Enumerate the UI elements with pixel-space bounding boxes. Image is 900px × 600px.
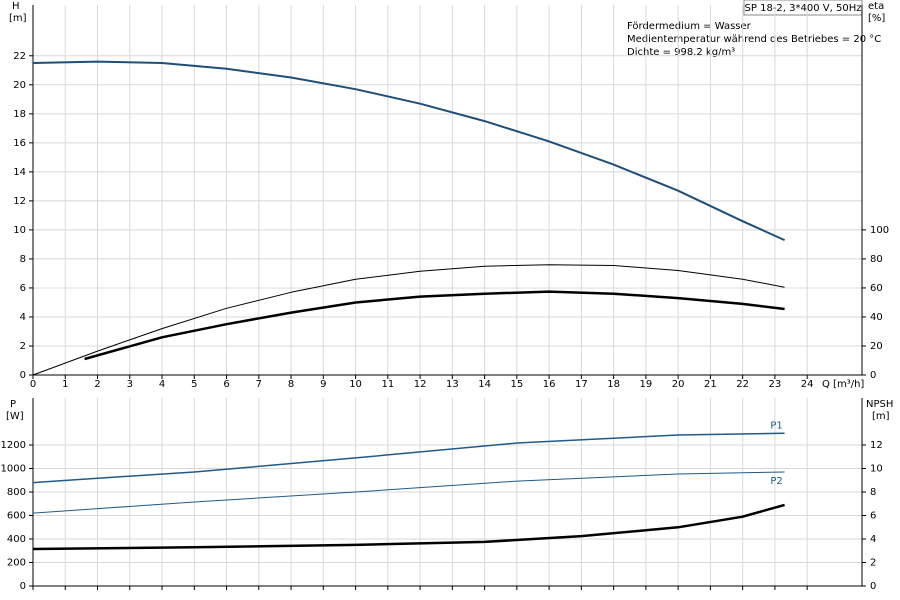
x-tick-label: 10: [349, 379, 362, 390]
x-tick-label: 4: [159, 379, 165, 390]
y-tick-label: 14: [13, 167, 26, 178]
x-tick-label: 16: [543, 379, 556, 390]
y-tick-label: 800: [7, 487, 26, 498]
y2-tick-label: 8: [870, 487, 876, 498]
y-tick-label: 0: [20, 370, 26, 381]
y2-axis-unit: [m]: [872, 411, 890, 422]
x-tick-label: 9: [320, 379, 326, 390]
y-tick-label: 16: [13, 138, 26, 149]
y2-tick-label: 100: [870, 225, 889, 236]
y2-axis-unit: [%]: [868, 13, 885, 24]
x-tick-label: 21: [704, 379, 717, 390]
y-tick-label: 22: [13, 51, 26, 62]
x-tick-label: 7: [256, 379, 262, 390]
y2-tick-label: 2: [870, 558, 876, 569]
x-tick-label: 22: [736, 379, 749, 390]
y-tick-label: 6: [20, 283, 26, 294]
x-tick-label: 20: [672, 379, 685, 390]
y-axis-unit: [m]: [9, 13, 27, 24]
y2-tick-label: 0: [870, 581, 876, 592]
y2-tick-label: 60: [870, 283, 883, 294]
y2-tick-label: 80: [870, 254, 883, 265]
y-tick-label: 8: [20, 254, 26, 265]
chart-title: SP 18-2, 3*400 V, 50Hz: [745, 3, 862, 14]
x-tick-label: 18: [607, 379, 620, 390]
x-axis-label: Q [m³/h]: [822, 379, 864, 390]
x-tick-label: 14: [478, 379, 491, 390]
y2-axis-label: NPSH: [866, 399, 893, 410]
y-axis-label: P: [10, 399, 16, 410]
series-line: [32, 471, 785, 514]
x-tick-label: 8: [288, 379, 294, 390]
x-tick-label: 2: [94, 379, 100, 390]
y-tick-label: 18: [13, 109, 26, 120]
x-tick-label: 11: [381, 379, 394, 390]
series-line: [32, 432, 785, 484]
x-tick-label: 17: [575, 379, 588, 390]
y2-tick-label: 20: [870, 341, 883, 352]
y-tick-label: 12: [13, 196, 26, 207]
y-tick-label: 4: [20, 312, 26, 323]
series-label: P2: [770, 476, 782, 487]
annotation: Fördermedium = Wasser: [627, 21, 752, 32]
y2-tick-label: 4: [870, 534, 876, 545]
y-tick-label: 1000: [1, 464, 26, 475]
y-axis-unit: [W]: [6, 411, 24, 422]
y2-tick-label: 40: [870, 312, 883, 323]
x-tick-label: 5: [191, 379, 197, 390]
y-tick-label: 20: [13, 80, 26, 91]
x-tick-label: 6: [223, 379, 229, 390]
y2-axis-label: eta: [868, 1, 884, 12]
y2-tick-label: 0: [870, 370, 876, 381]
annotation: Medientemperatur während des Betriebes =…: [627, 34, 881, 45]
y-tick-label: 10: [13, 225, 26, 236]
y-axis-label: H: [12, 1, 20, 12]
y-tick-label: 2: [20, 341, 26, 352]
y-tick-label: 200: [7, 558, 26, 569]
y-tick-label: 600: [7, 511, 26, 522]
y-tick-label: 1200: [1, 440, 26, 451]
x-tick-label: 24: [801, 379, 814, 390]
x-tick-label: 23: [769, 379, 782, 390]
y2-tick-label: 10: [870, 464, 883, 475]
series-line: [32, 60, 786, 242]
annotation: Dichte = 998.2 kg/m³: [627, 47, 735, 58]
x-tick-label: 15: [510, 379, 523, 390]
y2-tick-label: 12: [870, 440, 883, 451]
y-tick-label: 400: [7, 534, 26, 545]
series-line: [32, 264, 785, 376]
x-tick-label: 19: [640, 379, 653, 390]
x-tick-label: 12: [414, 379, 427, 390]
x-tick-label: 0: [30, 379, 36, 390]
y2-tick-label: 6: [870, 511, 876, 522]
x-tick-label: 13: [446, 379, 459, 390]
x-tick-label: 3: [127, 379, 133, 390]
y-tick-label: 0: [20, 581, 26, 592]
x-tick-label: 1: [62, 379, 68, 390]
series-line: [84, 290, 785, 361]
series-label: P1: [770, 420, 782, 431]
series-line: [32, 503, 785, 551]
